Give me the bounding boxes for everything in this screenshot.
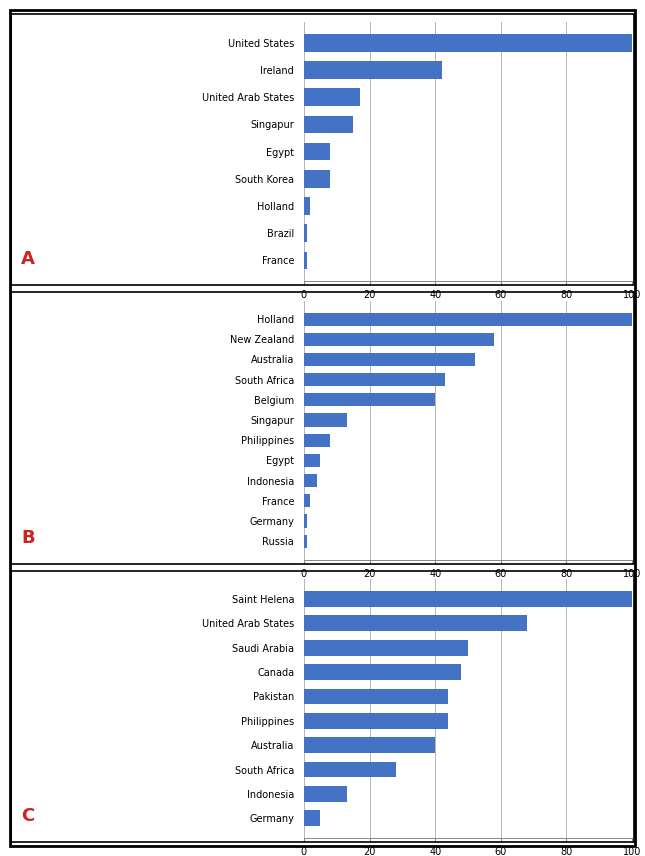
Bar [304,88,360,106]
Bar [304,737,435,753]
Bar [304,373,445,386]
Text: C: C [21,807,35,825]
Bar [304,811,321,826]
Bar [304,434,330,447]
Bar [304,170,330,187]
Bar [304,639,468,656]
Bar [304,664,461,680]
Bar [11,292,634,564]
Bar [304,713,448,728]
Bar [304,143,330,160]
Bar [304,224,307,242]
Bar [304,413,346,426]
Bar [304,312,632,325]
Bar [304,591,632,607]
Bar [11,14,634,285]
Bar [304,786,346,802]
Bar [11,571,634,842]
Bar [304,393,435,407]
Bar [304,615,527,631]
Bar [304,494,310,508]
Bar [304,62,442,79]
Bar [304,116,353,134]
Bar [304,535,307,548]
Bar [304,514,307,527]
Bar [304,252,307,270]
Text: B: B [21,528,35,546]
Bar [304,353,475,366]
Text: A: A [21,250,35,268]
Bar [304,454,321,467]
Bar [304,474,317,487]
Bar [304,762,396,777]
Bar [304,688,448,704]
Bar [304,333,494,346]
Bar [304,34,632,51]
Bar [304,197,310,215]
